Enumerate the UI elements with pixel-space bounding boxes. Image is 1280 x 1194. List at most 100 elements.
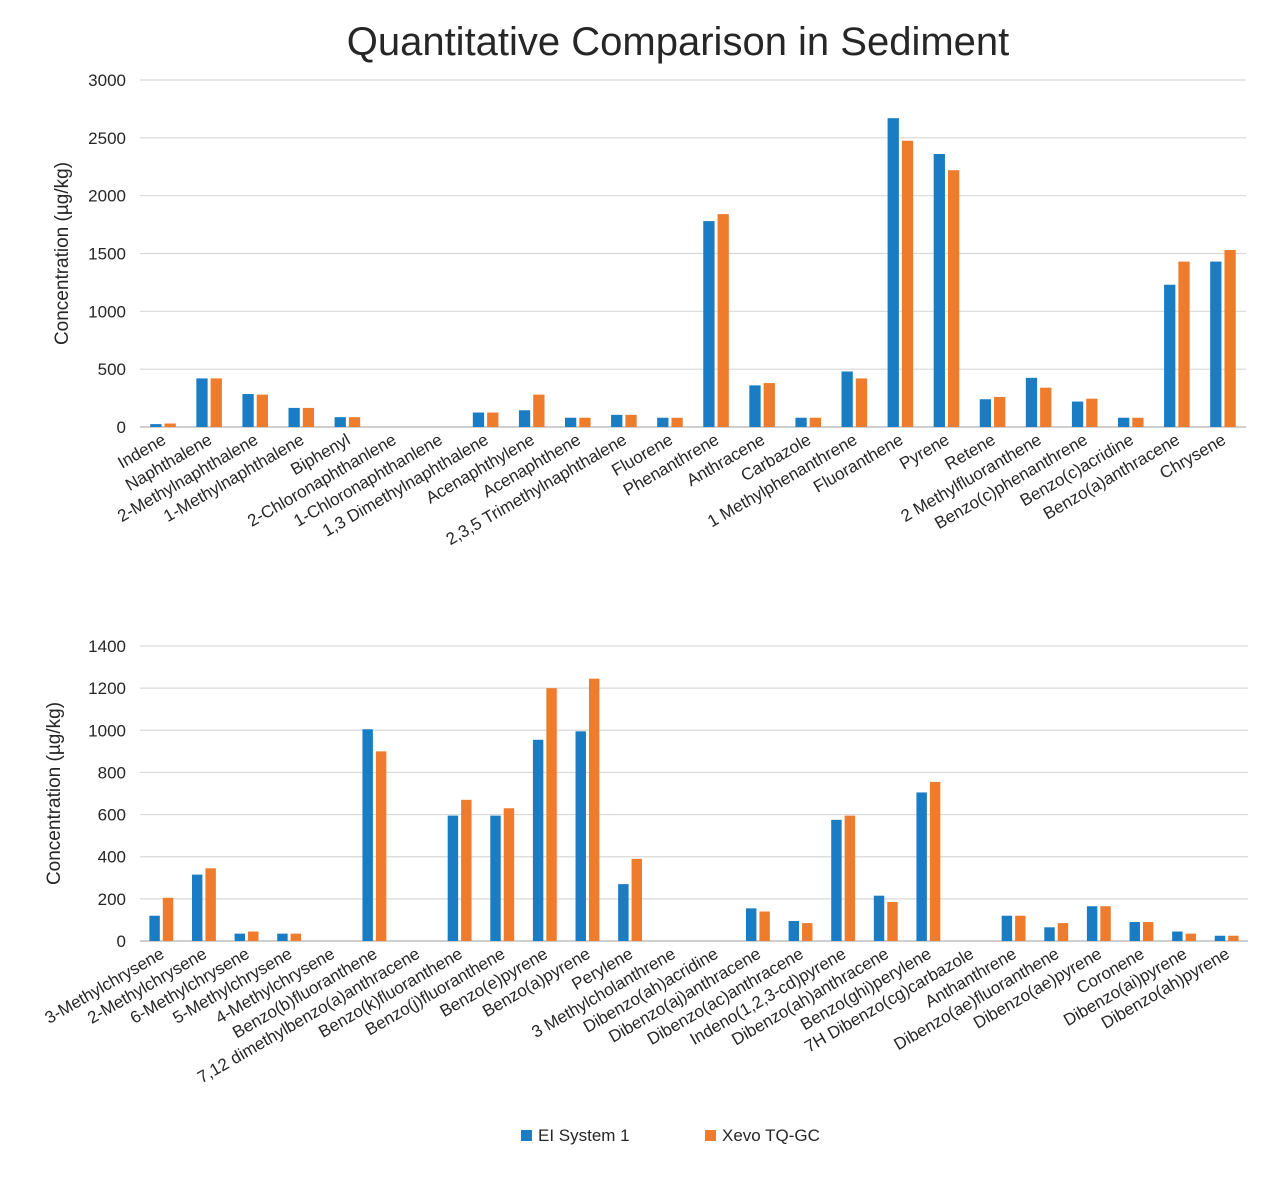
bar-xevo-tq-gc-biphenyl [348,417,361,427]
bar-xevo-tq-gc-benzo-a-anthracene [1178,261,1190,427]
bar-xevo-tq-gc-benzo-c-acridine [1132,417,1144,427]
y-tick-label: 1200 [88,679,126,698]
bar-ei-system-1-carbazole [795,417,807,427]
bar-ei-system-1-dibenzo-ah-anthracene [873,895,885,941]
bar-xevo-tq-gc-dibenzo-ah-anthracene [887,902,898,941]
bar-ei-system-1-dibenzo-ae-fluoranthene [1044,927,1055,941]
bar-ei-system-1-phenanthrene [703,221,715,427]
bar-ei-system-1-dibenzo-ac-anthracene [788,920,800,941]
y-axis-label: Concentration (µg/kg) [44,702,65,885]
bar-xevo-tq-gc-benzo-c-phenanthrene [1086,398,1098,427]
bar-xevo-tq-gc-perylene [631,858,643,941]
bar-xevo-tq-gc-dibenzo-ae-fluoranthene [1057,923,1069,941]
y-tick-label: 2500 [88,129,126,148]
y-tick-label: 500 [98,360,126,379]
y-tick-label: 400 [98,848,126,867]
bar-ei-system-1-2-methylnaphthalene [242,394,254,427]
bar-ei-system-1-5-methylchrysene [277,933,288,941]
top-chart: 0 500 1000 1500 2000 2500 3000 Concentration (µ… [52,71,1246,549]
bar-ei-system-1-coronene [1129,922,1140,941]
bar-ei-system-1-benzo-c-acridine [1118,417,1130,427]
y-tick-label: 3000 [88,71,126,90]
y-tick-label: 1000 [88,302,126,321]
bar-xevo-tq-gc-coronene [1142,922,1154,941]
bar-xevo-tq-gc-acenaphthylene [533,394,545,427]
legend: EI System 1 Xevo TQ-GC [521,1126,820,1145]
bar-xevo-tq-gc-benzo-e-pyrene [546,688,557,941]
bar-xevo-tq-gc-2-methylchrysene [205,868,216,941]
bar-xevo-tq-gc-benzo-j-fluoranthene [503,808,515,941]
bar-ei-system-1-dibenzo-aj-anthracene [745,908,757,941]
bar-xevo-tq-gc-retene [994,396,1006,427]
bar-ei-system-1-benzo-a-pyrene [575,731,586,941]
bar-xevo-tq-gc-dibenzo-ac-anthracene [802,923,813,941]
bar-xevo-tq-gc-carbazole [809,417,821,427]
bar-xevo-tq-gc-indeno-1-2-3-cd-pyrene [844,815,856,941]
bar-xevo-tq-gc-benzo-k-fluoranthene [461,799,472,941]
bar-xevo-tq-gc-dibenzo-ah-pyrene [1228,935,1239,941]
bar-ei-system-1-pyrene [933,154,945,427]
y-tick-label: 800 [98,763,126,782]
legend-label-xevo-tq-gc: Xevo TQ-GC [722,1126,820,1145]
bar-xevo-tq-gc-fluorene [671,417,683,427]
bar-ei-system-1-2-methylfluoranthene [1025,377,1038,427]
x-tick-label: Pyrene [896,430,952,473]
y-tick-label: 200 [98,890,126,909]
bar-ei-system-1-indeno-1-2-3-cd-pyrene [831,819,842,941]
bar-ei-system-1-6-methylchrysene [234,933,246,941]
y-tick-label: 1400 [88,637,126,656]
bar-ei-system-1-retene [979,399,992,427]
bar-ei-system-1-dibenzo-ai-pyrene [1172,931,1183,941]
bar-ei-system-1-perylene [618,884,629,941]
y-tick-label: 600 [98,806,126,825]
bar-ei-system-1-3-methylchrysene [149,915,160,941]
bar-ei-system-1-indene [150,424,162,427]
legend-swatch-xevo-tq-gc [705,1130,716,1141]
bar-xevo-tq-gc-acenaphthene [579,417,591,427]
chart-title: Quantitative Comparison in Sediment [347,20,1010,64]
y-tick-label: 0 [117,418,126,437]
bar-ei-system-1-biphenyl [334,417,346,427]
bar-ei-system-1-acenaphthylene [518,410,531,427]
bar-ei-system-1-benzo-b-fluoranthene [362,729,373,941]
bar-xevo-tq-gc-benzo-ghi-perylene [929,781,941,941]
bar-ei-system-1-benzo-e-pyrene [532,739,544,941]
bar-ei-system-1-benzo-c-phenanthrene [1071,401,1084,427]
bar-xevo-tq-gc-indene [164,423,176,427]
bar-ei-system-1-fluorene [657,417,669,427]
y-tick-label: 1500 [88,245,126,264]
bar-xevo-tq-gc-2-3-5-trimethylnaphthalene [625,414,637,427]
bar-ei-system-1-anthracene [749,385,761,427]
bar-xevo-tq-gc-fluoranthene [901,140,914,427]
bar-xevo-tq-gc-pyrene [947,170,960,427]
bar-ei-system-1-1-3-dimethylnaphthalene [472,412,485,427]
bottom-chart: 0 200 400 600 800 1000 1200 1400 Concentration (… [42,637,1248,1087]
y-tick-label: 2000 [88,187,126,206]
bar-ei-system-1-1-methylnaphthalene [288,407,300,427]
bar-xevo-tq-gc-anthanthrene [1015,915,1026,941]
bar-xevo-tq-gc-anthracene [763,383,775,427]
bar-xevo-tq-gc-2-methylfluoranthene [1040,387,1052,427]
bar-ei-system-1-benzo-ghi-perylene [916,792,927,941]
bar-xevo-tq-gc-5-methylchrysene [290,933,302,941]
bar-ei-system-1-acenaphthene [565,417,577,427]
y-tick-label: 1000 [88,721,126,740]
y-axis-label: Concentration (µg/kg) [52,162,73,345]
y-tick-label: 0 [117,932,126,951]
bar-ei-system-1-2-3-5-trimethylnaphthalene [611,414,623,427]
legend-label-ei-system-1: EI System 1 [538,1126,630,1145]
bar-xevo-tq-gc-dibenzo-ae-pyrene [1100,906,1111,941]
bar-xevo-tq-gc-dibenzo-aj-anthracene [759,911,770,941]
bar-xevo-tq-gc-1-methylphenanthrene [855,378,868,427]
bar-xevo-tq-gc-phenanthrene [717,214,729,427]
bar-ei-system-1-naphthalene [196,378,208,427]
bar-xevo-tq-gc-1-3-dimethylnaphthalene [487,412,499,427]
bar-ei-system-1-2-methylchrysene [191,874,203,941]
bar-xevo-tq-gc-chrysene [1224,250,1236,427]
bar-xevo-tq-gc-6-methylchrysene [248,931,259,941]
bar-ei-system-1-dibenzo-ae-pyrene [1086,906,1098,941]
bar-ei-system-1-chrysene [1210,261,1222,427]
bar-xevo-tq-gc-3-methylchrysene [162,897,174,941]
bar-xevo-tq-gc-benzo-a-pyrene [588,678,600,941]
